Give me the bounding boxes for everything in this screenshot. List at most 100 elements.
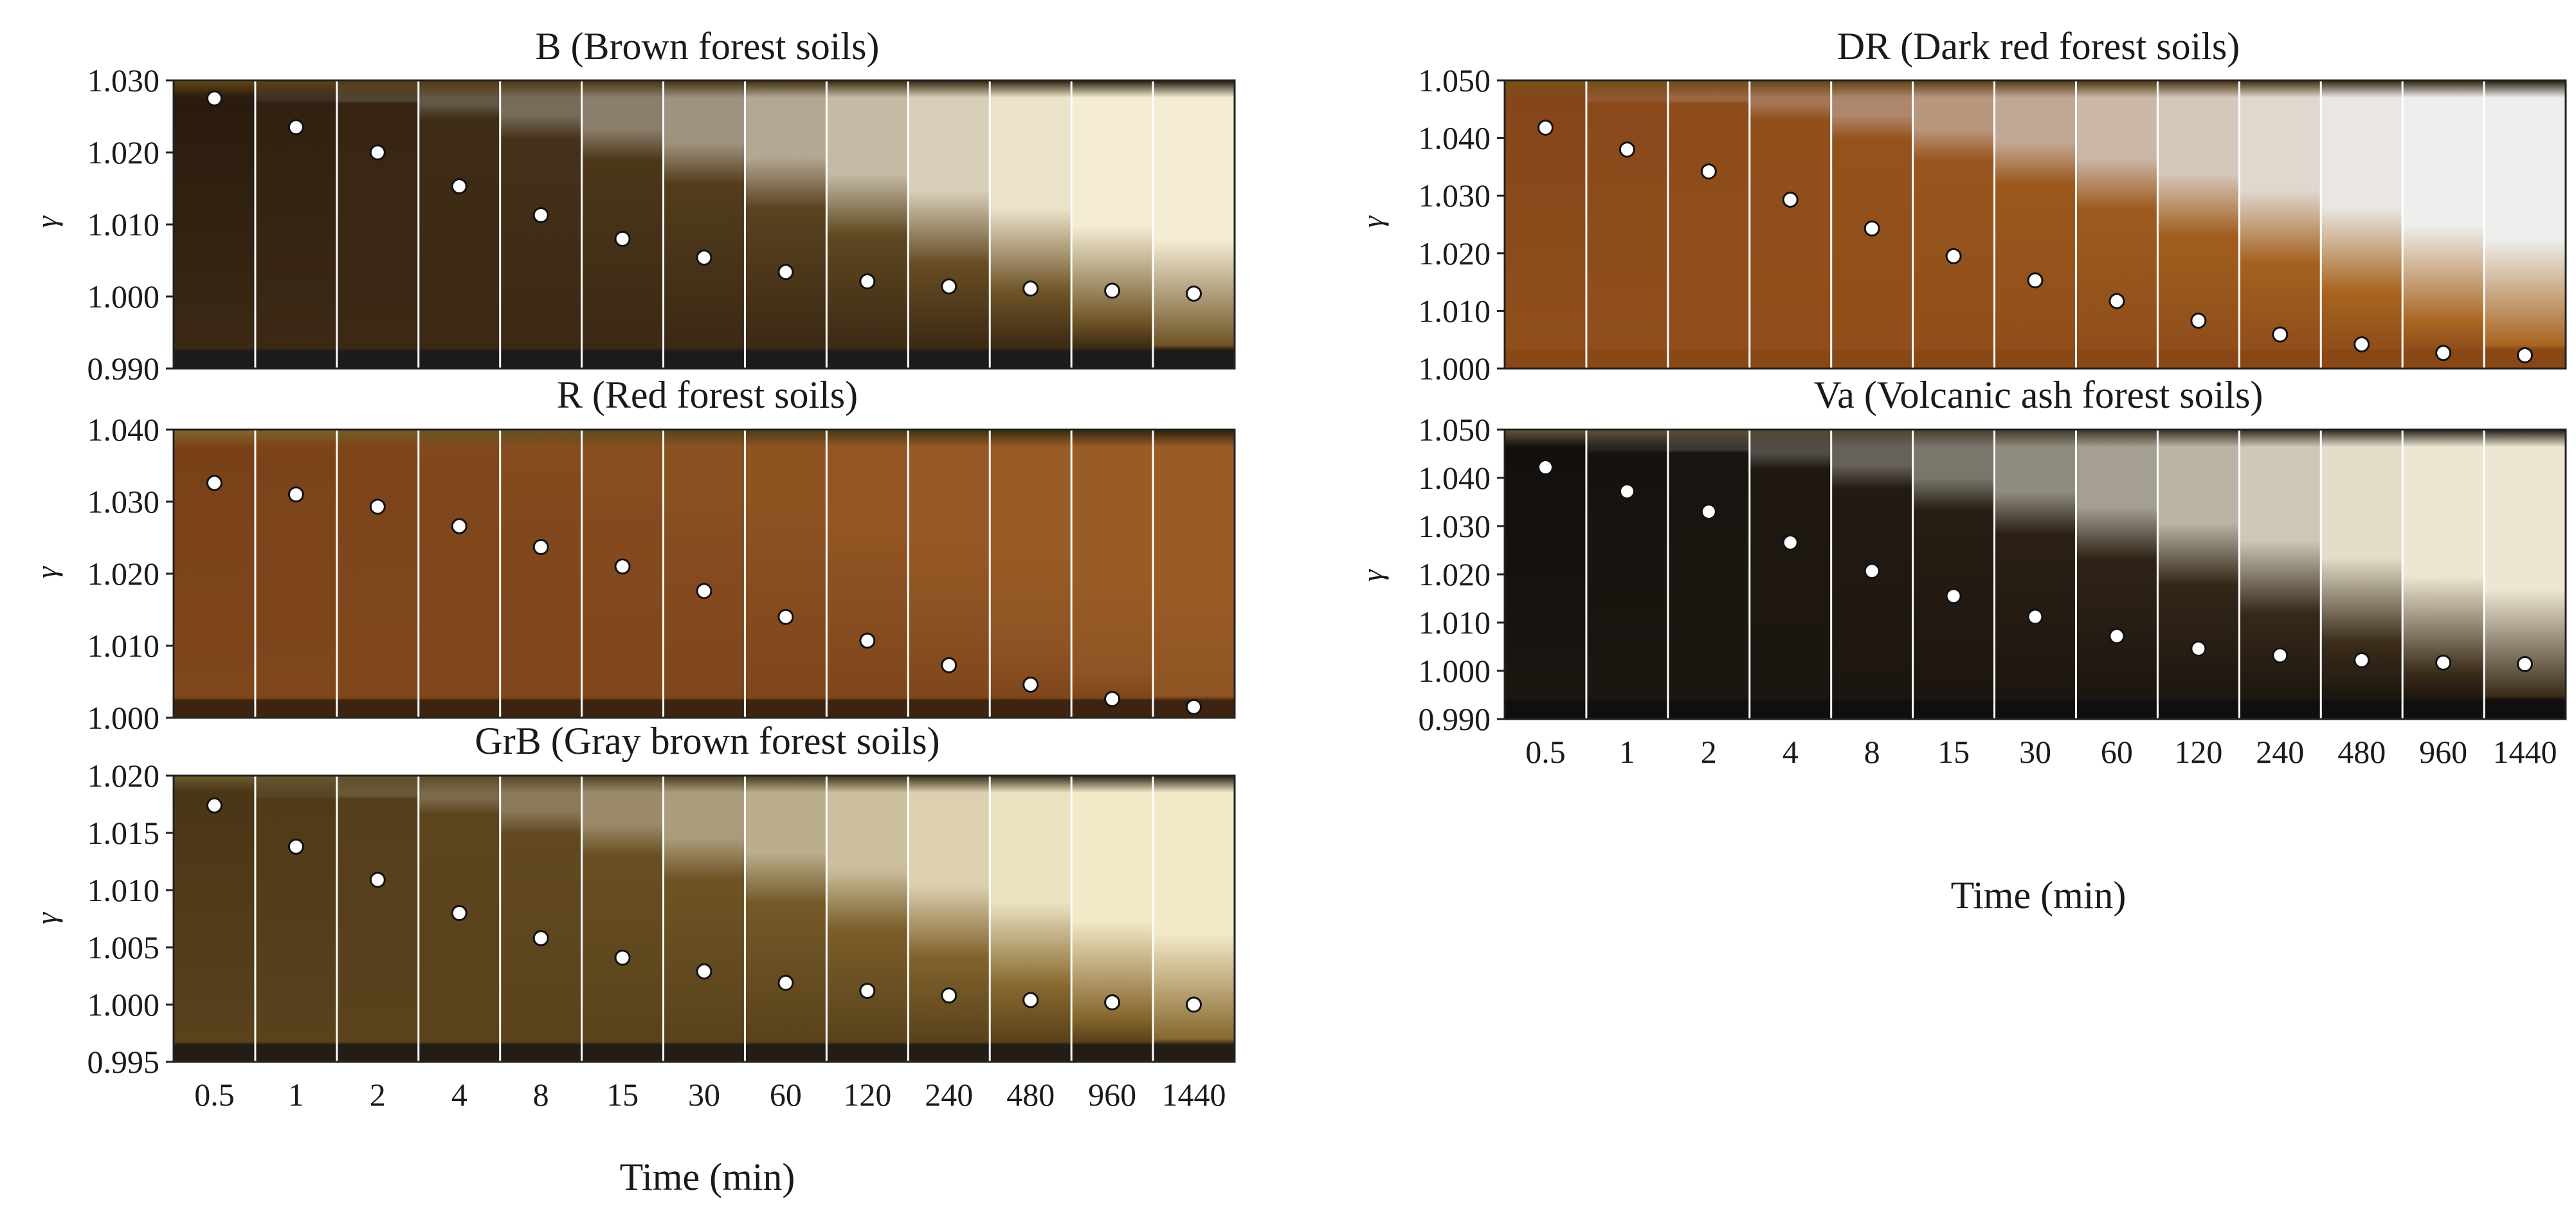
sample-column (990, 80, 1072, 369)
data-point (206, 90, 222, 107)
x-tick-label: 8 (1864, 734, 1880, 770)
sample-column (745, 430, 827, 718)
sample-column (336, 80, 419, 369)
y-axis-label: γ (1356, 215, 1389, 228)
sample-column (663, 80, 745, 369)
data-point (614, 230, 631, 247)
y-axis-label: γ (30, 215, 63, 228)
data-point (2272, 326, 2289, 343)
data-point (2272, 647, 2289, 664)
data-point (696, 250, 712, 266)
sample-column (745, 80, 827, 369)
chart-title: DR (Dark red forest soils) (1837, 25, 2240, 68)
sample-column (1153, 776, 1235, 1062)
sample-column (2402, 430, 2485, 719)
data-point (941, 278, 957, 295)
data-point (287, 119, 304, 136)
y-tick-label: 1.010 (87, 872, 160, 908)
data-point (1782, 534, 1799, 551)
x-tick-label: 480 (1006, 1077, 1055, 1113)
data-point (696, 963, 712, 980)
sample-column (1071, 80, 1154, 369)
data-point (941, 987, 957, 1004)
sample-column (1667, 80, 1750, 369)
data-point (1537, 459, 1554, 475)
sample-column (418, 430, 500, 718)
y-tick-label: 1.020 (87, 556, 160, 592)
data-point (532, 539, 549, 556)
x-tick-label: 960 (2419, 734, 2467, 770)
data-point (777, 974, 794, 991)
data-point (1104, 994, 1121, 1010)
data-point (1864, 220, 1880, 237)
data-point (451, 178, 467, 195)
chart-title: B (Brown forest soils) (536, 25, 880, 68)
y-tick-label: 1.020 (87, 758, 160, 794)
panel-va: Va (Volcanic ash forest soils) γ Time (m… (1356, 374, 2567, 917)
data-point (532, 930, 549, 947)
data-point (2190, 641, 2207, 657)
sample-column (174, 430, 255, 718)
data-point (1945, 588, 1962, 605)
data-point (777, 264, 794, 280)
sample-column (745, 776, 827, 1062)
data-point (2354, 652, 2370, 668)
x-tick-label: 960 (1088, 1077, 1136, 1113)
sample-column (1586, 430, 1668, 719)
sample-column (663, 430, 745, 718)
data-point (2435, 654, 2452, 671)
data-point (2109, 628, 2125, 644)
data-point (859, 983, 876, 999)
sample-column (826, 430, 909, 718)
sample-column (826, 776, 909, 1062)
x-tick-label: 1 (1619, 734, 1635, 770)
data-point (1619, 141, 1635, 158)
data-point (2517, 656, 2534, 672)
x-tick-label: 120 (843, 1077, 891, 1113)
x-tick-label: 2 (1701, 734, 1717, 770)
sample-column (2076, 430, 2158, 719)
sample-column (1153, 430, 1235, 718)
sample-column (2484, 80, 2566, 369)
data-point (206, 797, 222, 814)
data-point (369, 498, 386, 515)
sample-column (1994, 430, 2076, 719)
data-point (2517, 347, 2534, 363)
data-point (1782, 191, 1799, 208)
y-tick-label: 0.990 (1419, 701, 1491, 737)
y-axis-label: γ (1356, 569, 1389, 581)
data-point (614, 558, 631, 575)
x-tick-label: 30 (688, 1077, 720, 1113)
plot-frame (1503, 79, 2567, 370)
sample-column (2239, 430, 2321, 719)
sample-column (1071, 430, 1154, 718)
data-point (2435, 345, 2452, 361)
data-point (451, 905, 467, 922)
data-point (287, 838, 304, 855)
x-tick-label: 15 (1937, 734, 1970, 770)
y-tick-label: 1.000 (87, 700, 160, 736)
data-point (1186, 996, 1202, 1013)
y-tick-label: 0.995 (87, 1044, 160, 1080)
sample-column (1586, 80, 1668, 369)
sample-column (908, 776, 990, 1062)
chart-title: Va (Volcanic ash forest soils) (1814, 374, 2263, 416)
data-point (1619, 483, 1635, 500)
data-point (2027, 608, 2044, 625)
sample-column (336, 776, 419, 1062)
y-tick-label: 1.010 (1419, 293, 1491, 329)
panel-dr: DR (Dark red forest soils) γ 1.000 1.010 1… (1356, 25, 2567, 387)
x-tick-label: 480 (2337, 734, 2386, 770)
sample-column (1667, 430, 1750, 719)
sample-column (500, 430, 582, 718)
sample-column (1749, 80, 1831, 369)
x-tick-label: 2 (370, 1077, 386, 1113)
data-point (287, 486, 304, 503)
panel-grb: GrB (Gray brown forest soils) γ Time (mi… (30, 720, 1236, 1198)
x-tick-label: 0.5 (1525, 734, 1566, 770)
x-axis-label: Time (min) (620, 1156, 795, 1198)
panel-b: B (Brown forest soils) γ 0.990 1.000 1.010… (30, 25, 1236, 387)
sample-column (1153, 80, 1235, 369)
y-tick-label: 1.010 (87, 206, 160, 242)
